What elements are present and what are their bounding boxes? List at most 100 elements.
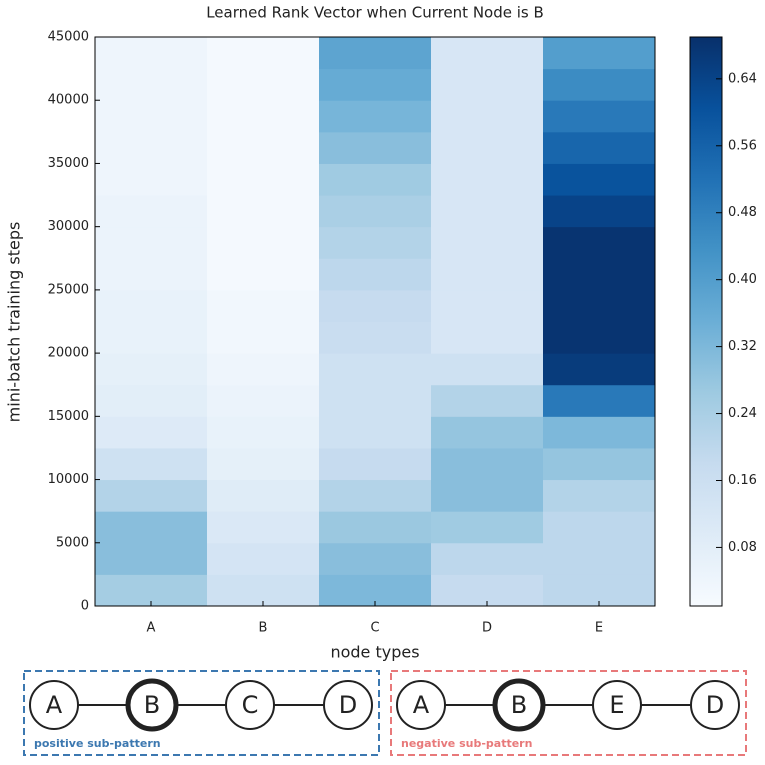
heat-cell — [319, 131, 432, 164]
chart-title: Learned Rank Vector when Current Node is… — [206, 4, 544, 22]
node — [125, 678, 179, 732]
heat-cell — [431, 131, 544, 164]
heat-cell — [207, 321, 320, 354]
heat-cell — [207, 479, 320, 512]
node-label: B — [511, 691, 527, 719]
heat-cell — [543, 131, 656, 164]
heat-cell — [207, 163, 320, 196]
heat-cell — [95, 68, 208, 101]
heat-cell — [95, 163, 208, 196]
heat-cell — [319, 68, 432, 101]
plot-frame — [94, 36, 656, 607]
sub-pattern-box — [390, 670, 747, 756]
node — [323, 680, 373, 730]
heat-cell — [207, 195, 320, 228]
heat-cell — [319, 447, 432, 481]
sub-pattern-label: negative sub-pattern — [401, 737, 532, 750]
node-label: D — [706, 691, 724, 719]
heat-cell — [319, 195, 432, 228]
node-label: B — [144, 691, 160, 719]
heat-cell — [207, 353, 320, 386]
colorbar-tick-label: 0.48 — [728, 205, 757, 220]
node — [29, 680, 79, 730]
heat-cell — [543, 226, 656, 259]
x-tick-label: C — [370, 621, 379, 636]
heat-cell — [431, 416, 544, 449]
colorbar-tick-label: 0.16 — [728, 473, 757, 488]
heat-cell — [207, 226, 320, 259]
y-tick-label: 20000 — [48, 346, 89, 361]
y-tick-label: 5000 — [56, 535, 89, 550]
heat-cell — [543, 195, 656, 228]
heat-cell — [95, 37, 208, 70]
heat-cell — [207, 511, 320, 544]
node — [492, 678, 546, 732]
heat-cell — [431, 100, 544, 133]
heat-cell — [207, 37, 320, 70]
heat-cell — [543, 37, 656, 70]
heat-cell — [207, 258, 320, 291]
heat-cell — [431, 447, 544, 481]
colorbar-tick-label: 0.08 — [728, 540, 757, 555]
y-tick-label: 35000 — [48, 156, 89, 171]
colorbar-tick-label: 0.32 — [728, 339, 757, 354]
heat-cell — [319, 353, 432, 386]
heat-cell — [319, 384, 432, 417]
heat-cell — [431, 258, 544, 291]
heat-cell — [431, 68, 544, 101]
heat-cell — [95, 353, 208, 386]
heat-cell — [431, 479, 544, 512]
heat-cell — [543, 353, 656, 386]
heat-cell — [543, 384, 656, 417]
y-tick-label: 15000 — [48, 409, 89, 424]
heat-cell — [95, 542, 208, 575]
x-tick-label: E — [595, 621, 603, 636]
heat-cell — [431, 226, 544, 259]
sub-pattern-label: positive sub-pattern — [34, 737, 161, 750]
heat-cell — [95, 100, 208, 133]
y-tick-label: 30000 — [48, 219, 89, 234]
heat-cell — [95, 479, 208, 512]
node — [690, 680, 740, 730]
node — [225, 680, 275, 730]
node-label: D — [339, 691, 357, 719]
x-axis-label: node types — [330, 643, 419, 662]
colorbar-tick-label: 0.64 — [728, 71, 757, 86]
heat-cell — [543, 68, 656, 101]
heat-cell — [319, 100, 432, 133]
heat-cell — [95, 511, 208, 544]
heat-cell — [319, 163, 432, 196]
heat-cell — [543, 163, 656, 196]
heat-cell — [431, 289, 544, 322]
y-tick-label: 10000 — [48, 472, 89, 487]
x-tick-label: B — [259, 621, 268, 636]
heat-cell — [319, 511, 432, 544]
heat-cell — [319, 258, 432, 291]
heat-cell — [319, 416, 432, 449]
colorbar-tick-label: 0.56 — [728, 138, 757, 153]
heat-cell — [543, 258, 656, 291]
heatmap — [95, 37, 656, 607]
heat-cell — [95, 447, 208, 481]
node — [396, 680, 446, 730]
sub-pattern-box — [23, 670, 380, 756]
heat-cell — [95, 321, 208, 354]
heat-cell — [319, 289, 432, 322]
heat-cell — [431, 384, 544, 417]
heat-cell — [207, 289, 320, 322]
heat-cell — [319, 321, 432, 354]
node-label: C — [242, 691, 259, 719]
y-tick-label: 40000 — [48, 93, 89, 108]
heat-cell — [543, 289, 656, 322]
node — [592, 680, 642, 730]
heat-cell — [207, 384, 320, 417]
heat-cell — [543, 447, 656, 481]
heat-cell — [95, 226, 208, 259]
colorbar-tick-label: 0.24 — [728, 406, 757, 421]
node-label: E — [609, 691, 624, 719]
heat-cell — [319, 542, 432, 575]
heat-cell — [431, 321, 544, 354]
heat-cell — [543, 479, 656, 512]
